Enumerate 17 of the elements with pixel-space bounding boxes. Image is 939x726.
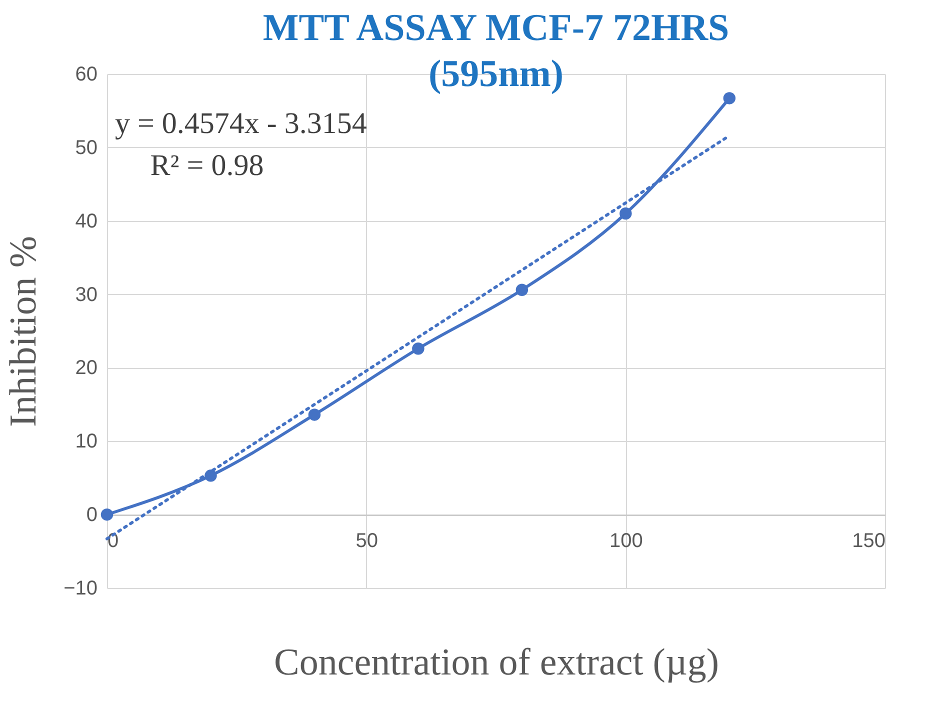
y-tick-label: 20 <box>75 357 98 380</box>
text: MTT ASSAY MCF-7 72HRS <box>262 7 730 49</box>
x-tick-label: 100 <box>609 530 643 552</box>
y-tick-label: 40 <box>75 210 98 232</box>
annotation: y = 0.4574x - 3.3154 <box>115 107 367 140</box>
x-tick-label: 50 <box>356 530 378 552</box>
y-tick-label: −10 <box>64 578 98 600</box>
y-axis-title: Inhibition % <box>2 236 45 428</box>
x-axis-title: Concentration of extract (µg) <box>274 642 719 684</box>
y-tick-label: 30 <box>75 284 98 306</box>
y-tick-label: 50 <box>75 136 98 159</box>
y-tick-label: 60 <box>75 64 98 86</box>
y-tick-label: 10 <box>75 430 98 453</box>
y-tick-label: 0 <box>86 504 98 526</box>
annotation: R² = 0.98 <box>150 149 264 182</box>
x-tick-label: 150 <box>852 530 886 552</box>
text: (595nm) <box>428 53 564 95</box>
